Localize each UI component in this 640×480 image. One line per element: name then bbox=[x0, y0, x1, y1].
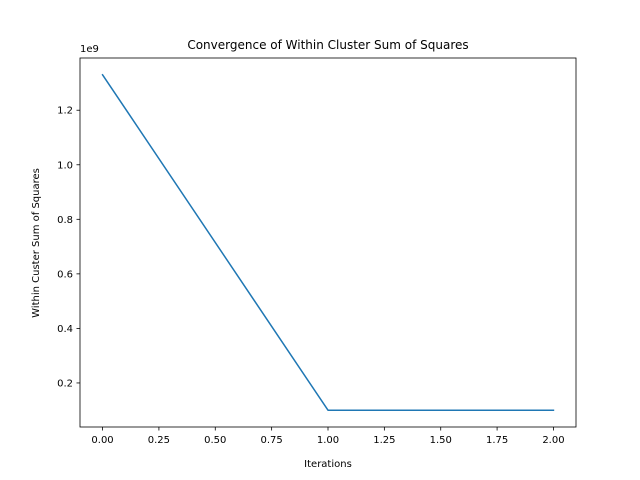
x-tick-label: 2.00 bbox=[542, 435, 564, 446]
x-tick-label: 0.75 bbox=[261, 435, 283, 446]
y-tick-label: 1.2 bbox=[57, 106, 73, 117]
y-tick-label: 0.2 bbox=[57, 378, 73, 389]
x-tick-label: 0.50 bbox=[204, 435, 226, 446]
x-tick-label: 1.75 bbox=[486, 435, 508, 446]
x-tick-label: 1.25 bbox=[373, 435, 395, 446]
y-tick-label: 1.0 bbox=[57, 160, 73, 171]
chart-title: Convergence of Within Cluster Sum of Squ… bbox=[187, 38, 468, 52]
y-tick-label: 0.8 bbox=[57, 215, 73, 226]
plot-area: 0.00 0.25 0.50 0.75 1.00 1.25 1.50 1.75 2.00 0.2 0… bbox=[57, 57, 577, 446]
x-tick-label: 1.00 bbox=[317, 435, 339, 446]
y-axis-label: Within Custer Sum of Squares bbox=[31, 168, 42, 318]
y-tick-label: 0.4 bbox=[57, 324, 73, 335]
x-axis-label: Iterations bbox=[304, 459, 352, 470]
series-line-0 bbox=[101, 73, 555, 411]
x-tick-label: 1.50 bbox=[430, 435, 452, 446]
y-offset-label: 1e9 bbox=[80, 44, 99, 55]
x-tick-label: 0.25 bbox=[148, 435, 170, 446]
y-tick-label: 0.6 bbox=[57, 269, 73, 280]
x-tick-label: 0.00 bbox=[91, 435, 113, 446]
